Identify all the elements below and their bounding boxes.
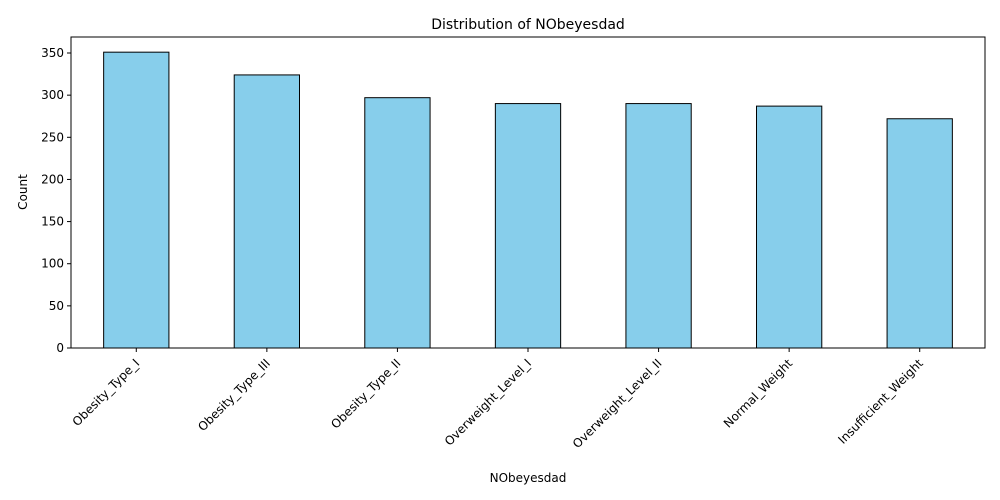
bar-obesity-type-ii bbox=[364, 97, 431, 349]
y-tick-label: 250 bbox=[41, 130, 64, 144]
x-tick-label: Obesity_Type_I bbox=[70, 356, 143, 429]
bar-normal-weight bbox=[756, 105, 823, 349]
bar-obesity-type-iii bbox=[233, 74, 300, 349]
plot-area: 0 50 100 150 200 250 300 350 Obesity_Type_I Obesi… bbox=[41, 36, 986, 451]
bar-obesity-type-i bbox=[103, 51, 170, 349]
axes-frame bbox=[70, 36, 986, 349]
y-axis-label: Count bbox=[16, 174, 30, 210]
x-tick-label: Obesity_Type_III bbox=[195, 356, 273, 434]
x-tick-label: Obesity_Type_II bbox=[328, 356, 403, 431]
y-tick-label: 350 bbox=[41, 46, 64, 60]
y-tick-label: 0 bbox=[56, 341, 64, 355]
chart-title: Distribution of NObeyesdad bbox=[431, 17, 625, 33]
y-tick-label: 100 bbox=[41, 257, 64, 271]
y-tick-label: 50 bbox=[49, 299, 64, 313]
x-tick-label: Overweight_Level_I bbox=[442, 356, 534, 448]
x-tick-label: Overweight_Level_II bbox=[570, 356, 665, 451]
y-tick-label: 300 bbox=[41, 88, 64, 102]
x-tick-label: Insufficient_Weight bbox=[835, 356, 926, 447]
x-tick-label: Normal_Weight bbox=[721, 356, 796, 431]
bar-overweight-level-i bbox=[494, 103, 562, 349]
y-tick-label: 150 bbox=[41, 215, 64, 229]
bar-overweight-level-ii bbox=[625, 103, 692, 349]
bar-insufficient-weight bbox=[886, 118, 953, 349]
y-tick-label: 200 bbox=[41, 172, 64, 186]
x-axis-label: NObeyesdad bbox=[490, 471, 567, 485]
